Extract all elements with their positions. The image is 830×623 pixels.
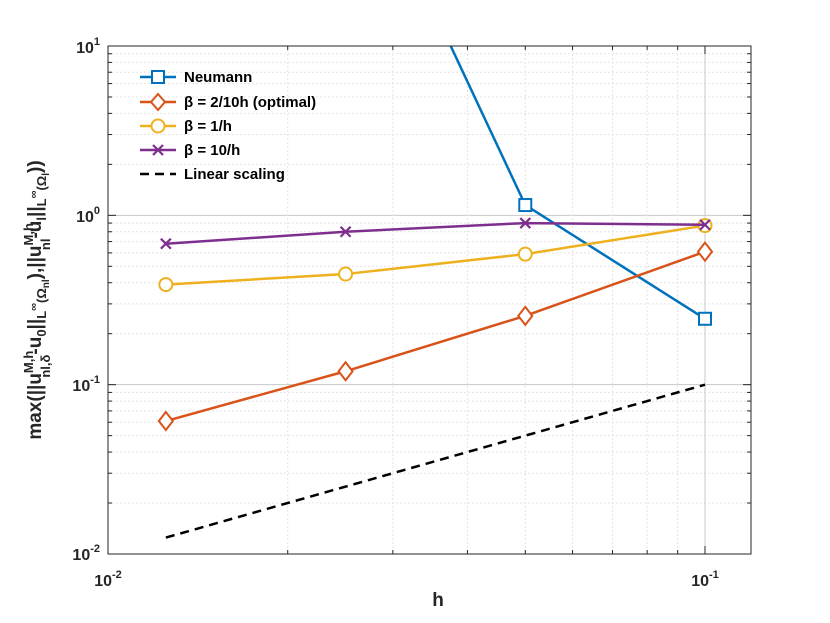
legend-label-beta-10-over-h: β = 10/h — [184, 142, 240, 159]
x-axis-label: h — [432, 590, 444, 611]
y-tick-label-0: 10-2 — [72, 543, 100, 564]
legend-label-linear-scaling: Linear scaling — [184, 166, 285, 183]
series-layer — [157, 46, 714, 539]
plot-area — [108, 46, 751, 554]
data-point-neumann-2 — [698, 311, 712, 326]
legend-label-beta-1-over-h: β = 1/h — [184, 118, 232, 135]
legend-label-neumann: Neumann — [184, 69, 252, 86]
legend-entry-neumann: Neumann — [140, 69, 252, 86]
data-point-1-h-0 — [158, 277, 174, 293]
data-point-neumann-1 — [518, 198, 533, 213]
data-point-10-h-1 — [339, 225, 352, 238]
y-tick-label-3: 101 — [76, 36, 100, 57]
data-point-1-h-1 — [338, 266, 354, 282]
legend-entry-linear-scaling: Linear scaling — [140, 166, 285, 183]
axis-ticks — [107, 46, 751, 555]
data-point-10-h-0 — [160, 237, 172, 250]
legend-marker-diamond-icon — [149, 92, 167, 112]
data-point-10-h-2 — [519, 217, 532, 229]
x-tick-label-0: 10-2 — [94, 569, 122, 590]
y-axis-label: max(||uM,h nl,δ-u0||L∞(Ωnl),||uM,h nl-ul||… — [21, 160, 53, 439]
legend-entry-beta-10-over-h: β = 10/h — [140, 142, 240, 159]
y-tick-label-1: 10-1 — [72, 374, 100, 395]
legend-entry-beta-1-over-h: β = 1/h — [140, 118, 232, 135]
legend: Neumann β = 2/10h (optimal) β = 1/h β = … — [140, 69, 316, 183]
legend-marker-circle-icon — [150, 118, 166, 134]
legend-marker-x-icon — [152, 144, 164, 156]
legend-label-beta-optimal: β = 2/10h (optimal) — [184, 94, 316, 111]
data-point-1-h-2 — [517, 246, 533, 262]
series-line-linear-scaling — [165, 383, 706, 539]
plot-frame — [107, 45, 752, 555]
y-tick-label-2: 100 — [76, 205, 100, 226]
series-line-2-10h-optimal — [165, 250, 706, 423]
legend-entry-beta-optimal: β = 2/10h (optimal) — [140, 92, 316, 112]
x-tick-label-1: 10-1 — [691, 569, 719, 590]
data-point-2-10h-optimal-2 — [517, 305, 534, 327]
series-line-1-h — [165, 224, 706, 286]
data-point-10-h-3 — [699, 218, 711, 231]
legend-marker-square-icon — [151, 70, 165, 84]
series-line-10-h — [165, 221, 706, 245]
data-point-2-10h-optimal-0 — [157, 410, 175, 432]
data-point-2-10h-optimal-1 — [337, 360, 354, 382]
grid — [107, 45, 751, 555]
data-point-2-10h-optimal-3 — [696, 241, 714, 263]
